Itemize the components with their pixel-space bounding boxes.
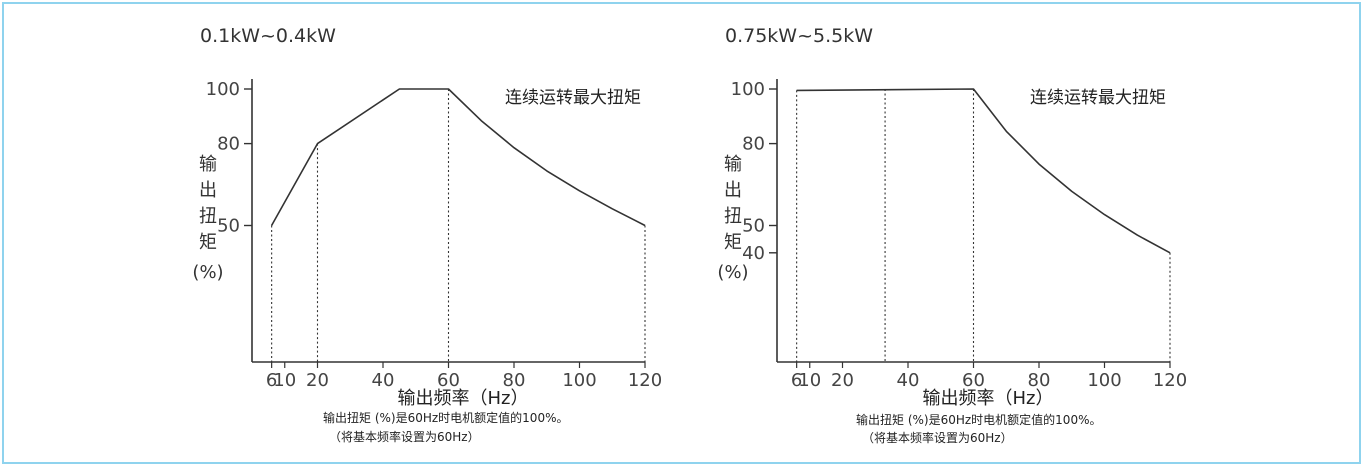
x-tick-label: 100 [1087,370,1121,391]
y-tick-label: 80 [742,134,765,155]
curve-annotation: 连续运转最大扭矩 [505,88,641,108]
curve-annotation: 连续运转最大扭矩 [1030,88,1166,108]
chart-note: 输出扭矩 (%)是60Hz时电机额定值的100%。 [856,412,1101,427]
y-tick-label: 100 [731,79,765,100]
y-axis-label-char: (%) [717,262,748,283]
x-tick-label: 80 [503,370,526,391]
y-tick-label: 80 [217,134,240,155]
y-axis-label-char: 出 [199,180,217,201]
x-tick-label: 10 [273,370,296,391]
y-axis-label-char: 矩 [724,232,742,253]
chart-panel-2: 0.75kW~5.5kW 40 50 80 100 610 20 40 60 80 100 120 连续… [717,25,1187,445]
x-tick-label: 120 [1153,370,1187,391]
x-tick-label: 20 [306,370,329,391]
y-axis-label-char: 扭 [724,206,742,227]
y-tick-label: 40 [742,243,765,264]
y-axis-label-char: 输 [724,154,742,175]
chart-panel-1: 0.1kW~0.4kW 50 80 100 610 20 40 60 80 100 120 连续运转最… [192,25,662,444]
x-axis-label: 输出频率（Hz） [398,388,529,409]
torque-curve-line [270,88,646,227]
x-tick-label: 100 [562,370,596,391]
chart-note: 输出扭矩 (%)是60Hz时电机额定值的100%。 [323,410,568,425]
x-tick-label: 6 [791,370,802,391]
x-tick-label: 10 [798,370,821,391]
x-tick-label: 80 [1028,370,1051,391]
y-axis-label-char: 矩 [199,232,217,253]
x-tick-label: 20 [831,370,854,391]
chart-note: （将基本频率设置为60Hz） [862,430,1013,445]
x-tick-label: 60 [437,370,460,391]
torque-curve-line [796,88,1171,254]
x-axis-label: 输出频率（Hz） [923,388,1054,409]
y-axis-label-char: 扭 [199,206,217,227]
y-tick-label: 100 [206,79,240,100]
y-axis-label-char: (%) [192,262,223,283]
y-axis-label-char: 出 [724,180,742,201]
x-tick-label: 40 [897,370,920,391]
x-tick-label: 40 [372,370,395,391]
x-tick-label: 120 [628,370,662,391]
y-tick-label: 50 [217,216,240,237]
x-tick-label: 60 [962,370,985,391]
chart-note: （将基本频率设置为60Hz） [329,429,480,444]
chart-title: 0.75kW~5.5kW [725,25,873,47]
y-tick-label: 50 [742,216,765,237]
y-axis-label-char: 输 [199,154,217,175]
x-tick-label: 6 [266,370,277,391]
chart-title: 0.1kW~0.4kW [200,25,336,47]
